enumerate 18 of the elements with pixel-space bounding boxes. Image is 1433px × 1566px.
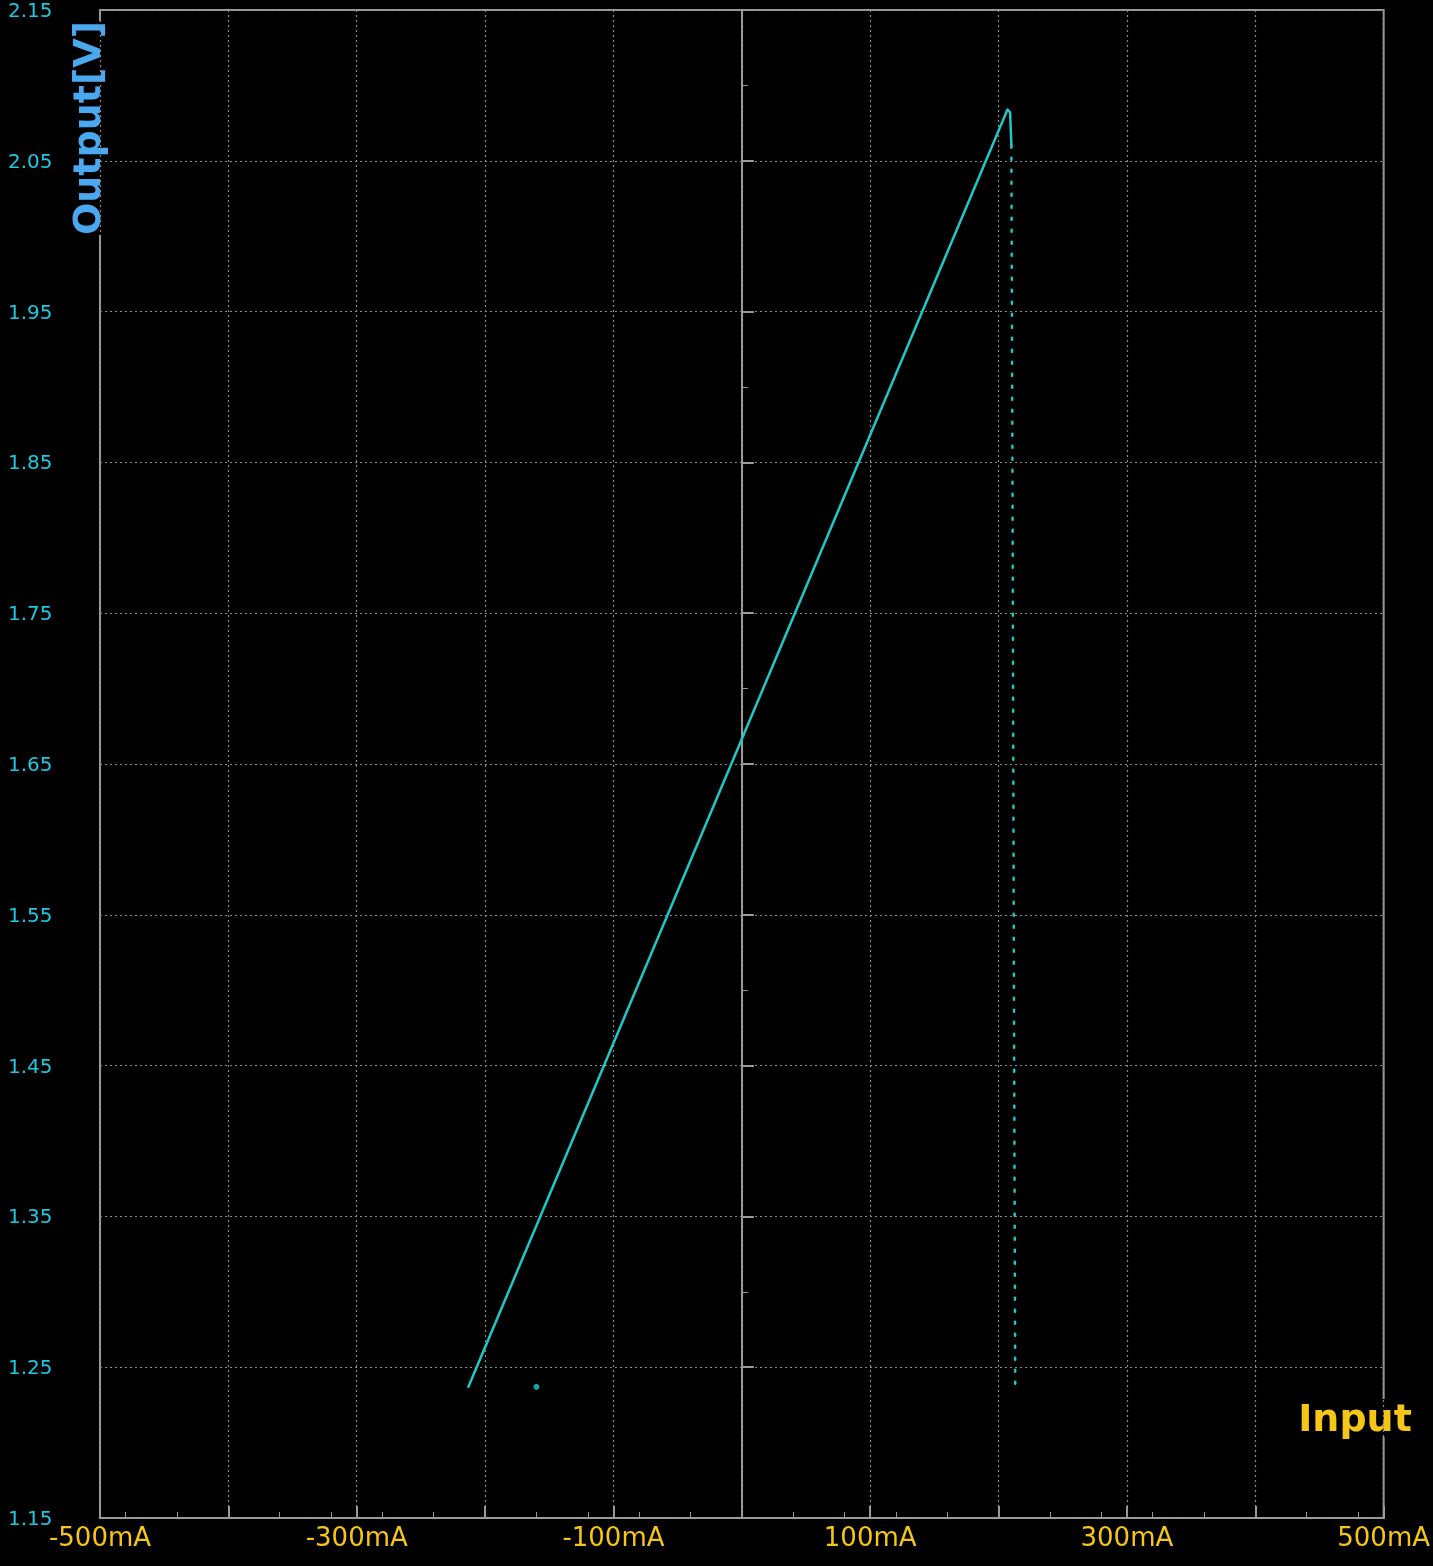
y-tick-label: 1.35 xyxy=(8,1204,53,1229)
x-tick-label: 500mA xyxy=(1337,1522,1431,1552)
y-tick-label: 1.65 xyxy=(8,752,53,776)
y-tick-label: 1.85 xyxy=(8,450,53,475)
y-tick-label: 1.15 xyxy=(8,1506,53,1530)
x-axis-title: Input xyxy=(1298,1396,1412,1440)
y-tick-label: 2.05 xyxy=(8,148,53,173)
x-tick-label: 100mA xyxy=(823,1522,917,1552)
y-axis-title: Output[V] xyxy=(65,20,109,236)
y-tick-label: 1.95 xyxy=(8,299,53,324)
y-tick-label: 1.45 xyxy=(8,1053,53,1078)
x-tick-label: -300mA xyxy=(305,1522,408,1552)
x-tick-label: 300mA xyxy=(1080,1522,1174,1552)
y-tick-label: 1.55 xyxy=(8,902,53,927)
y-tick-label: 1.25 xyxy=(8,1355,53,1380)
x-tick-label: -100mA xyxy=(562,1522,665,1552)
y-tick-label: 2.15 xyxy=(8,0,53,22)
y-tick-label: 1.75 xyxy=(8,601,53,626)
